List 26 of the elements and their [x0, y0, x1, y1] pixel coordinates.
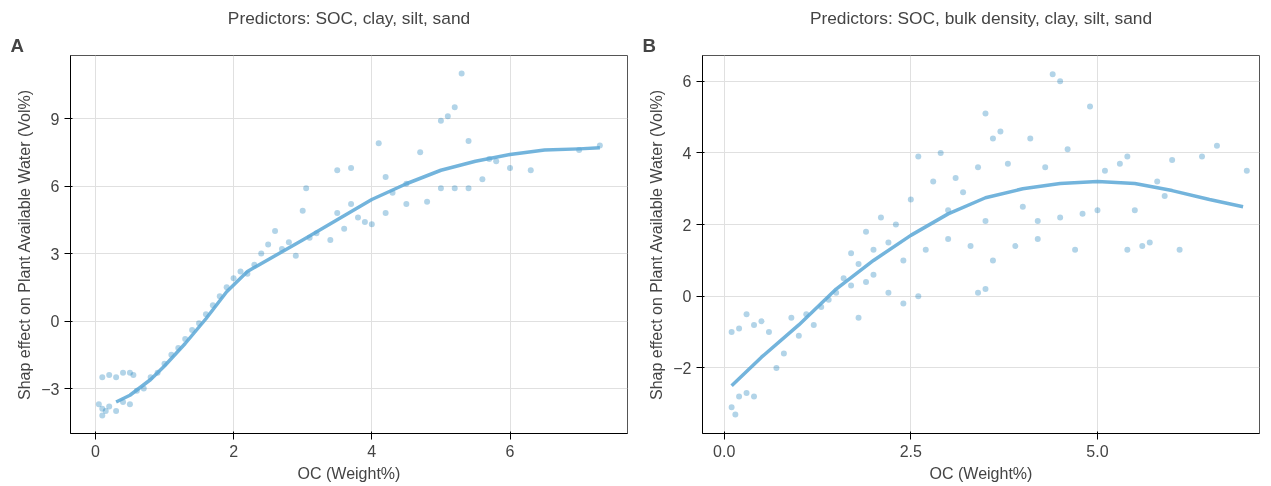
x-axis-title: OC (Weight%) [297, 464, 401, 482]
y-axis-title: Shap effect on Plant Available Water (Vol%) [16, 89, 34, 400]
y-tick-label: 3 [50, 245, 60, 263]
x-tick-label: 6 [505, 442, 515, 460]
x-tick-label: 5.0 [1086, 442, 1109, 460]
x-tick-label: 2 [229, 442, 239, 460]
x-tick-label: 0 [90, 442, 100, 460]
y-tick-label: 4 [682, 144, 692, 162]
x-tick-label: 0.0 [713, 442, 736, 460]
y-tick-label: 6 [50, 178, 60, 195]
line-series [729, 179, 1245, 388]
y-tick-label: 2 [682, 216, 692, 234]
x-tick-label: 4 [367, 442, 377, 460]
y-tick-label: 0 [682, 288, 692, 306]
chart-title: Predictors: SOC, bulk density, clay, silt, sand [809, 7, 1153, 28]
y-tick-label: −2 [673, 359, 692, 377]
y-tick-label: 9 [50, 110, 60, 128]
x-tick-label: 2.5 [899, 442, 923, 460]
y-tick-label: 6 [682, 73, 692, 91]
y-tick-label: −3 [41, 380, 60, 398]
text: A [10, 34, 24, 56]
y-axis-title: Shap effect on Plant Available Water (Vol%) [648, 89, 666, 400]
y-tick-label: 0 [50, 313, 60, 330]
text: B [642, 34, 656, 56]
chart-title: Predictors: SOC, clay, silt, sand [227, 7, 471, 28]
x-axis-title: OC (Weight%) [929, 464, 1033, 482]
